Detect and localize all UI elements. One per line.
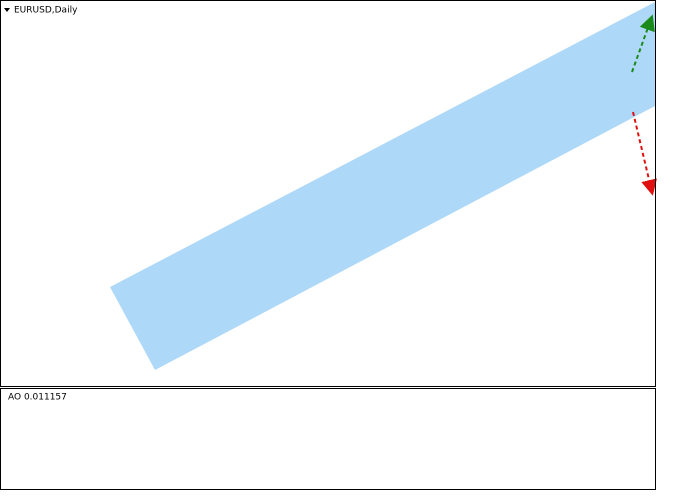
ao-frame bbox=[0, 388, 656, 490]
chart-title: EURUSD,Daily bbox=[14, 6, 78, 16]
indicator-label: AO 0.011157 bbox=[8, 393, 67, 403]
up-arrow bbox=[631, 14, 655, 73]
trend-channel bbox=[110, 2, 655, 370]
down-arrow bbox=[632, 111, 657, 196]
price-frame bbox=[0, 0, 656, 387]
menu-icon bbox=[4, 8, 10, 12]
